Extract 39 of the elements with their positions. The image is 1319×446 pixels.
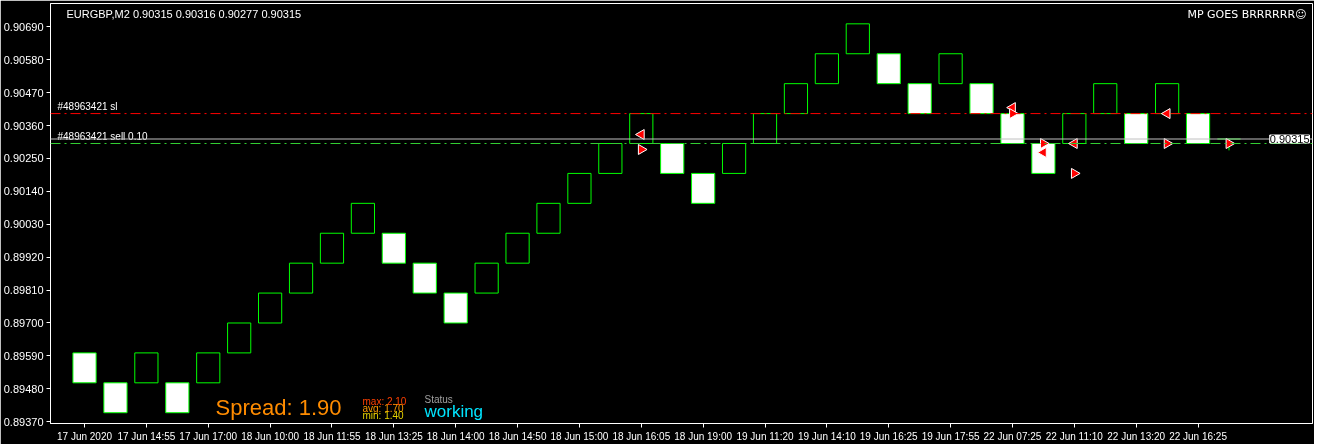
annotation: Spread: 1.90 (215, 394, 342, 420)
x-tick-label: 22 Jun 16:25 (1169, 430, 1228, 442)
x-tick-label: 18 Jun 14:00 (426, 430, 486, 442)
x-tick-label: 22 Jun 07:25 (983, 430, 1042, 442)
annotation: MP GOES BRRRRRR☺ (1187, 7, 1307, 21)
x-tick-label: 18 Jun 15:00 (550, 430, 609, 442)
x-tick-label: 18 Jun 10:00 (241, 430, 300, 442)
x-tick-label: 18 Jun 14:50 (488, 430, 547, 442)
x-tick-label: 17 Jun 2020 (57, 430, 113, 442)
x-tick-label: 19 Jun 17:55 (921, 430, 980, 442)
x-tick-label: 18 Jun 19:00 (674, 430, 733, 442)
x-tick-label: 19 Jun 14:10 (797, 430, 857, 442)
y-tick-label: 0.90250 (3, 152, 44, 165)
x-tick-label: 19 Jun 16:25 (859, 430, 919, 442)
y-tick-label: 0.90140 (3, 185, 44, 198)
y-tick-label: 0.89810 (3, 284, 44, 297)
y-tick-label: 0.90360 (3, 119, 44, 132)
y-tick-label: 0.89370 (3, 415, 44, 428)
x-tick-label: 18 Jun 16:05 (612, 430, 671, 442)
ref-line-label: #48963421 sell 0.10 (57, 130, 149, 142)
ref-line-label: #48963421 sl (57, 100, 118, 112)
y-tick-label: 0.90580 (3, 53, 44, 66)
y-tick-label: 0.89920 (3, 251, 44, 264)
y-tick-label: 0.89700 (3, 316, 44, 329)
y-tick-label: 0.90690 (3, 20, 44, 33)
chart-title: EURGBP,M2 0.90315 0.90316 0.90277 0.90315 (66, 7, 302, 20)
x-tick-label: 17 Jun 14:55 (117, 430, 176, 442)
x-tick-label: 18 Jun 11:55 (303, 430, 361, 442)
annotation: Status (424, 393, 453, 405)
y-tick-label: 0.90030 (3, 218, 44, 231)
y-tick-label: 0.89480 (3, 382, 44, 395)
x-tick-label: 19 Jun 11:20 (736, 430, 794, 442)
x-tick-label: 18 Jun 13:25 (364, 430, 424, 442)
x-tick-label: 17 Jun 17:00 (179, 430, 238, 442)
y-tick-label: 0.90470 (3, 86, 44, 99)
ref-line-label: 0.90315 (1269, 133, 1310, 146)
y-tick-label: 0.89590 (3, 349, 44, 362)
x-tick-label: 22 Jun 11:10 (1045, 430, 1104, 442)
x-tick-label: 22 Jun 13:20 (1107, 430, 1166, 442)
